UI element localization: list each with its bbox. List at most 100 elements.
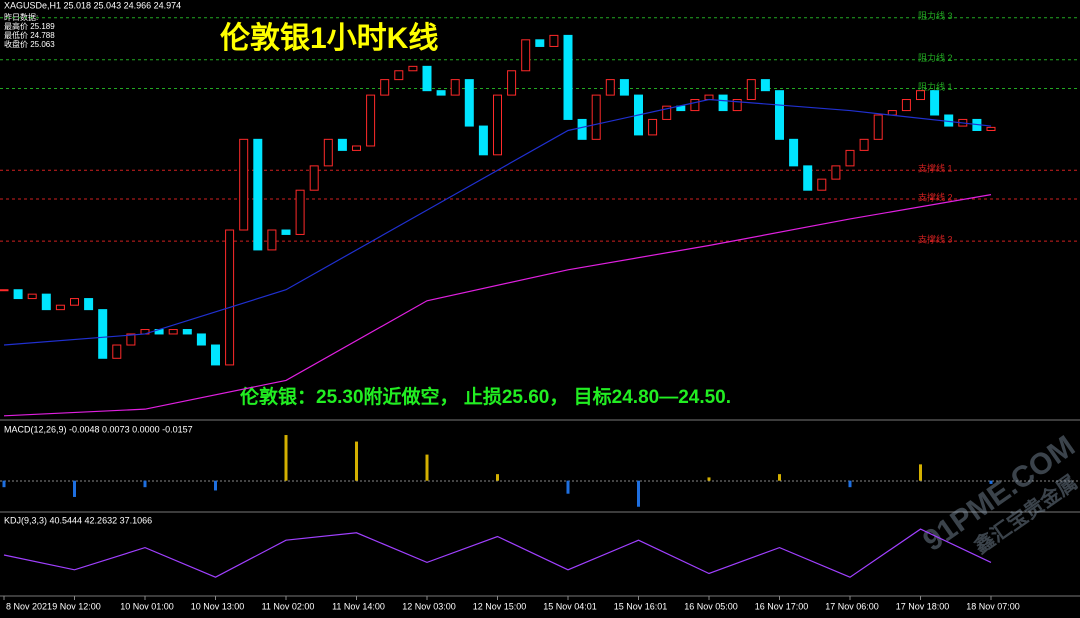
candle xyxy=(295,189,305,235)
symbol-header: XAGUSDe,H1 25.018 25.043 24.966 24.974 xyxy=(4,0,181,10)
candle xyxy=(84,298,94,311)
candle xyxy=(549,34,559,47)
candle xyxy=(605,79,615,96)
candle xyxy=(70,298,79,306)
yesterday-row: 最低价 24.788 xyxy=(4,30,55,40)
candle xyxy=(225,229,235,366)
candle xyxy=(41,293,51,311)
candle xyxy=(718,94,728,112)
candle xyxy=(859,138,869,151)
level-label: 阻力线 1 xyxy=(918,81,953,92)
macd-bar xyxy=(284,435,288,481)
candle xyxy=(436,90,446,96)
x-tick-label: 16 Nov 17:00 xyxy=(755,601,809,611)
x-tick-label: 11 Nov 02:00 xyxy=(262,601,315,611)
macd-bar xyxy=(707,477,711,481)
candle xyxy=(521,39,531,72)
candle xyxy=(126,333,136,346)
x-tick-label: 12 Nov 15:00 xyxy=(473,601,527,611)
candle xyxy=(98,309,108,359)
macd-bar xyxy=(566,480,570,494)
candle xyxy=(591,94,601,140)
candle xyxy=(196,333,206,346)
candle xyxy=(704,94,714,101)
macd-bar xyxy=(778,474,781,481)
macd-bar xyxy=(214,480,217,491)
candle xyxy=(775,90,784,140)
macd-bar xyxy=(496,474,499,481)
candle xyxy=(394,70,404,81)
candle xyxy=(55,304,65,311)
kdj-line xyxy=(3,528,992,578)
candle xyxy=(323,138,333,167)
x-tick-label: 10 Nov 01:00 xyxy=(120,601,174,611)
candle xyxy=(366,94,376,147)
x-tick-label: 15 Nov 16:01 xyxy=(614,601,668,611)
x-tick-label: 15 Nov 04:01 xyxy=(543,601,597,611)
candle xyxy=(267,229,277,251)
candle xyxy=(619,79,629,96)
candle xyxy=(563,34,573,120)
candle xyxy=(916,90,925,101)
candle xyxy=(464,79,474,127)
candle xyxy=(493,94,502,156)
chart-title: 伦敦银1小时K线 xyxy=(220,21,438,55)
candle xyxy=(281,229,291,235)
candle xyxy=(760,79,770,92)
candle xyxy=(986,126,996,131)
yesterday-title: 昨日数据: xyxy=(4,12,38,22)
candle xyxy=(112,344,122,359)
candle xyxy=(662,105,672,120)
level-label: 支撑线 1 xyxy=(918,163,953,174)
candle xyxy=(507,70,517,96)
kdj-header: KDJ(9,3,3) 40.5444 42.2632 37.1066 xyxy=(4,515,152,525)
candle xyxy=(930,90,940,116)
candle xyxy=(0,289,9,292)
x-tick-label: 17 Nov 18:00 xyxy=(896,601,950,611)
level-label: 阻力线 2 xyxy=(918,52,953,63)
candle xyxy=(13,289,23,300)
moving-average xyxy=(3,194,992,417)
candle xyxy=(408,65,418,72)
level-label: 阻力线 3 xyxy=(918,10,953,21)
candle xyxy=(901,99,911,112)
x-tick-label: 12 Nov 03:00 xyxy=(402,601,456,611)
candle xyxy=(817,178,827,191)
candle xyxy=(873,114,883,140)
macd-bar xyxy=(919,464,922,481)
candle xyxy=(803,165,813,191)
level-label: 支撑线 2 xyxy=(918,191,953,202)
candle xyxy=(732,99,742,112)
x-tick-label: 9 Nov 12:00 xyxy=(52,601,101,611)
candle xyxy=(746,79,756,101)
candle xyxy=(380,79,390,96)
candle xyxy=(845,149,855,167)
macd-bar xyxy=(848,480,852,488)
candle xyxy=(253,138,263,251)
candle xyxy=(309,165,319,191)
macd-bar xyxy=(73,480,76,497)
candle xyxy=(648,118,658,136)
annotation: 伦敦银：25.30附近做空， 止损25.60， 目标24.80—24.50. xyxy=(240,385,731,408)
x-tick-label: 17 Nov 06:00 xyxy=(825,601,879,611)
macd-bar xyxy=(355,441,358,481)
yesterday-row: 收盘价 25.063 xyxy=(4,39,55,49)
x-tick-label: 18 Nov 07:00 xyxy=(966,601,1020,611)
candle xyxy=(577,118,587,140)
candle xyxy=(535,39,545,47)
macd-bar xyxy=(425,454,429,481)
x-tick-label: 11 Nov 14:00 xyxy=(332,601,385,611)
candle xyxy=(27,293,37,300)
watermark: 91PME.COM 鑫汇宝贵金属 xyxy=(917,430,1080,559)
candle xyxy=(422,65,432,92)
candle xyxy=(831,165,841,180)
candle xyxy=(478,125,488,156)
yesterday-row: 最高价 25.189 xyxy=(4,21,55,31)
x-tick-label: 16 Nov 05:00 xyxy=(684,601,738,611)
moving-average xyxy=(3,98,992,346)
candle xyxy=(352,145,361,151)
candle xyxy=(337,138,347,151)
macd-bar xyxy=(637,480,640,507)
macd-header: MACD(12,26,9) -0.0048 0.0073 0.0000 -0.0… xyxy=(4,424,193,434)
